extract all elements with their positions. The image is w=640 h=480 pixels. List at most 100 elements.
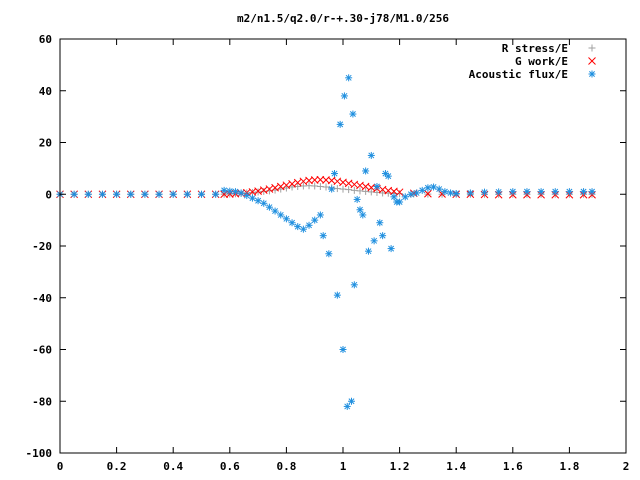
data-point — [333, 185, 341, 193]
data-point — [277, 211, 285, 219]
data-point — [305, 221, 313, 229]
data-point — [336, 120, 344, 128]
plot-frame — [59, 38, 627, 454]
data-point — [260, 199, 268, 207]
data-point — [271, 207, 279, 215]
x-tick-label: 0.8 — [276, 460, 296, 473]
data-point — [198, 190, 205, 198]
x-tick-label: 1.8 — [559, 460, 579, 473]
data-point — [288, 219, 296, 227]
data-point — [141, 190, 149, 198]
data-point — [260, 187, 268, 195]
legend-marker — [588, 70, 596, 78]
data-point — [349, 110, 357, 118]
axes-layer: 0 0.2 0.4 0.6 0.8 1 1.2 1.4 1.6 1.8 2 -100 -80 -60 -40… — [26, 33, 630, 473]
data-point — [373, 182, 381, 190]
data-point — [379, 232, 387, 240]
data-point — [70, 190, 78, 198]
data-point — [339, 346, 347, 353]
data-point — [407, 190, 415, 198]
data-point — [345, 74, 353, 82]
legend-label: G work/E — [515, 55, 568, 68]
data-point — [331, 170, 339, 178]
legend-label: Acoustic flux/E — [469, 68, 568, 81]
data-point — [220, 186, 228, 194]
x-tick-label: 0.4 — [163, 460, 183, 473]
data-point — [282, 215, 290, 223]
y-tick-label: -80 — [32, 395, 52, 408]
data-point — [347, 397, 355, 405]
x-tick-label: 0.6 — [220, 460, 240, 473]
series-2 — [56, 74, 596, 410]
data-point — [384, 172, 392, 180]
y-tick-label: 0 — [45, 188, 52, 201]
data-point — [288, 183, 296, 191]
data-point — [356, 187, 364, 195]
data-point — [424, 184, 432, 192]
legend-marker — [588, 57, 596, 65]
data-point — [319, 232, 327, 240]
chart-title: m2/n1.5/q2.0/r-+.30-j78/M1.0/256 — [237, 12, 449, 25]
data-point — [588, 188, 596, 196]
data-point — [316, 182, 324, 190]
data-point — [353, 195, 361, 203]
data-point — [248, 194, 256, 202]
data-point — [84, 190, 92, 198]
data-point — [350, 186, 358, 194]
data-point — [350, 281, 358, 289]
data-point — [127, 190, 135, 198]
data-point — [424, 189, 432, 198]
data-point — [345, 186, 353, 194]
data-point — [430, 183, 438, 191]
data-point — [183, 190, 191, 198]
data-point — [376, 219, 384, 227]
data-point — [339, 185, 347, 193]
data-point — [226, 187, 234, 195]
data-point — [359, 211, 367, 219]
data-point — [495, 188, 503, 196]
y-tick-label: -60 — [32, 344, 52, 357]
data-point — [370, 237, 378, 245]
data-point — [325, 250, 333, 258]
data-point — [231, 188, 239, 196]
data-point — [447, 189, 455, 197]
data-point — [340, 92, 348, 100]
data-point — [362, 167, 370, 175]
x-tick-label: 1 — [340, 460, 347, 473]
x-tick-label: 1.2 — [390, 460, 410, 473]
data-point — [362, 187, 370, 195]
legend-marker — [588, 44, 596, 52]
x-tick-label: 1.4 — [446, 460, 466, 473]
x-tick-label: 2 — [623, 460, 630, 473]
data-point — [265, 203, 273, 211]
data-point — [401, 193, 409, 201]
data-point — [98, 190, 106, 198]
data-point — [113, 190, 121, 198]
data-point — [387, 245, 395, 253]
data-point — [441, 188, 449, 196]
x-tick-label: 0 — [57, 460, 64, 473]
series-layer — [56, 74, 596, 410]
data-point — [413, 189, 421, 197]
data-point — [311, 216, 319, 224]
y-tick-label: 20 — [39, 137, 52, 150]
data-point — [299, 225, 307, 233]
data-point — [523, 188, 531, 196]
data-point — [367, 151, 375, 159]
data-point — [356, 206, 364, 214]
data-point — [316, 211, 324, 219]
y-tick-label: -100 — [26, 447, 53, 460]
data-point — [254, 197, 262, 205]
data-point — [343, 402, 351, 410]
data-point — [509, 188, 517, 196]
data-point — [310, 176, 319, 184]
data-point — [294, 182, 302, 190]
y-tick-label: -20 — [32, 240, 52, 253]
y-tick-label: 40 — [39, 85, 52, 98]
data-point — [364, 247, 372, 255]
data-point — [418, 186, 426, 194]
y-tick-label: -40 — [32, 292, 52, 305]
data-point — [243, 192, 251, 200]
